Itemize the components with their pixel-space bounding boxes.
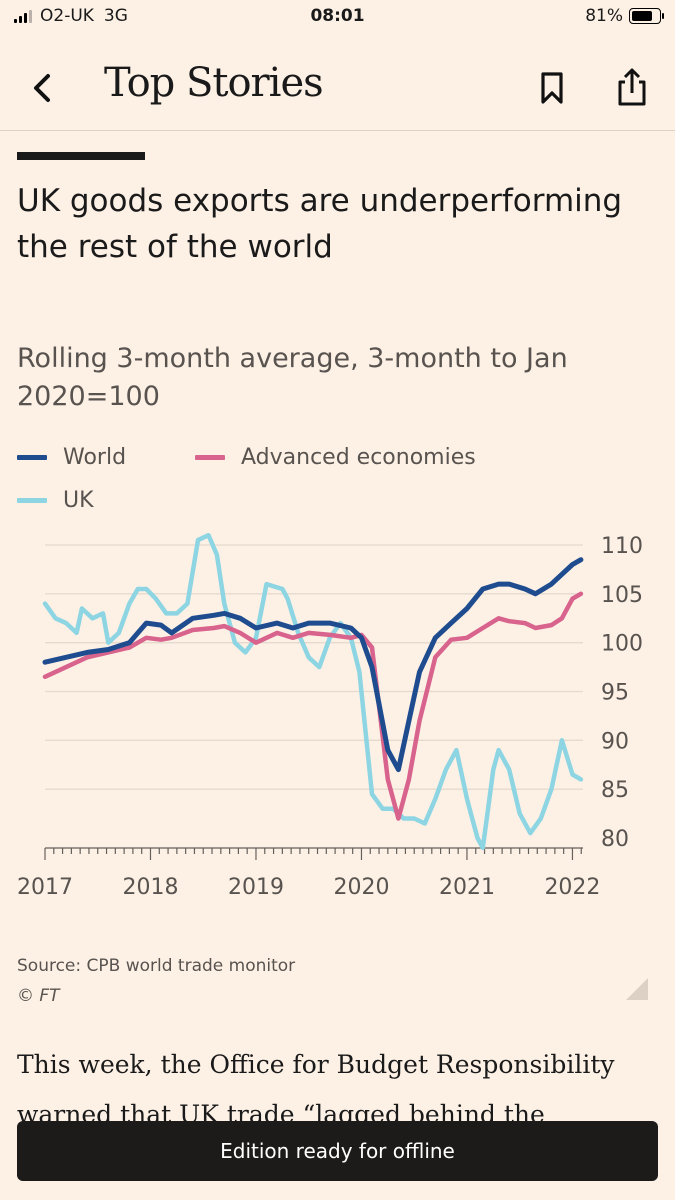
battery-icon <box>629 8 664 24</box>
share-icon[interactable] <box>612 66 652 108</box>
navigation-bar: Top Stories <box>0 52 675 131</box>
y-tick-85: 85 <box>601 778 629 803</box>
page-title: Top Stories <box>104 60 324 106</box>
x-tick-2020: 2020 <box>333 875 389 900</box>
signal-strength-icon <box>14 9 32 23</box>
y-tick-100: 100 <box>601 632 643 657</box>
series-line-uk <box>42 532 584 851</box>
offline-toast[interactable]: Edition ready for offline <box>17 1121 658 1181</box>
copyright: © FT <box>17 986 60 1006</box>
status-bar: O2-UK 3G 08:01 81% <box>0 0 675 36</box>
back-arrow-icon[interactable] <box>24 70 60 106</box>
resize-corner-icon <box>626 978 648 1000</box>
article-body: This week, the Office for Budget Respons… <box>17 1050 615 1129</box>
bookmark-icon[interactable] <box>536 70 568 106</box>
y-tick-105: 105 <box>601 583 643 608</box>
legend-world-swatch <box>17 455 47 460</box>
legend-uk-label: UK <box>63 488 94 513</box>
legend-advanced-economies: Advanced economies <box>195 445 476 470</box>
y-tick-80: 80 <box>601 827 629 852</box>
carrier-label: O2-UK <box>40 6 94 26</box>
chart-subtitle: Rolling 3-month average, 3-month to Jan … <box>17 343 568 412</box>
series-line-advanced-economies <box>42 591 584 821</box>
y-tick-90: 90 <box>601 729 629 754</box>
chart-source: Source: CPB world trade monitor <box>17 956 296 976</box>
legend-uk: UK <box>17 488 94 513</box>
legend-uk-swatch <box>17 498 47 503</box>
x-tick-2021: 2021 <box>439 875 495 900</box>
legend-world-label: World <box>63 445 127 470</box>
clock: 08:01 <box>310 6 365 26</box>
series-line-world <box>42 557 584 773</box>
chart-headline: UK goods exports are underperforming the… <box>17 183 623 265</box>
headline-rule <box>17 152 145 160</box>
x-tick-2018: 2018 <box>122 875 178 900</box>
battery-percent: 81% <box>585 6 623 26</box>
x-tick-2022: 2022 <box>544 875 600 900</box>
line-chart: 80 85 90 95 100 105 110 2017 2018 2019 2020 2021 20… <box>17 532 643 900</box>
legend-world: World <box>17 445 126 470</box>
x-tick-2019: 2019 <box>228 875 284 900</box>
y-tick-95: 95 <box>601 681 629 706</box>
network-label: 3G <box>103 6 128 26</box>
legend-advanced-label: Advanced economies <box>241 445 476 470</box>
legend-advanced-swatch <box>195 455 225 460</box>
y-tick-110: 110 <box>601 534 643 559</box>
x-tick-2017: 2017 <box>17 875 73 900</box>
